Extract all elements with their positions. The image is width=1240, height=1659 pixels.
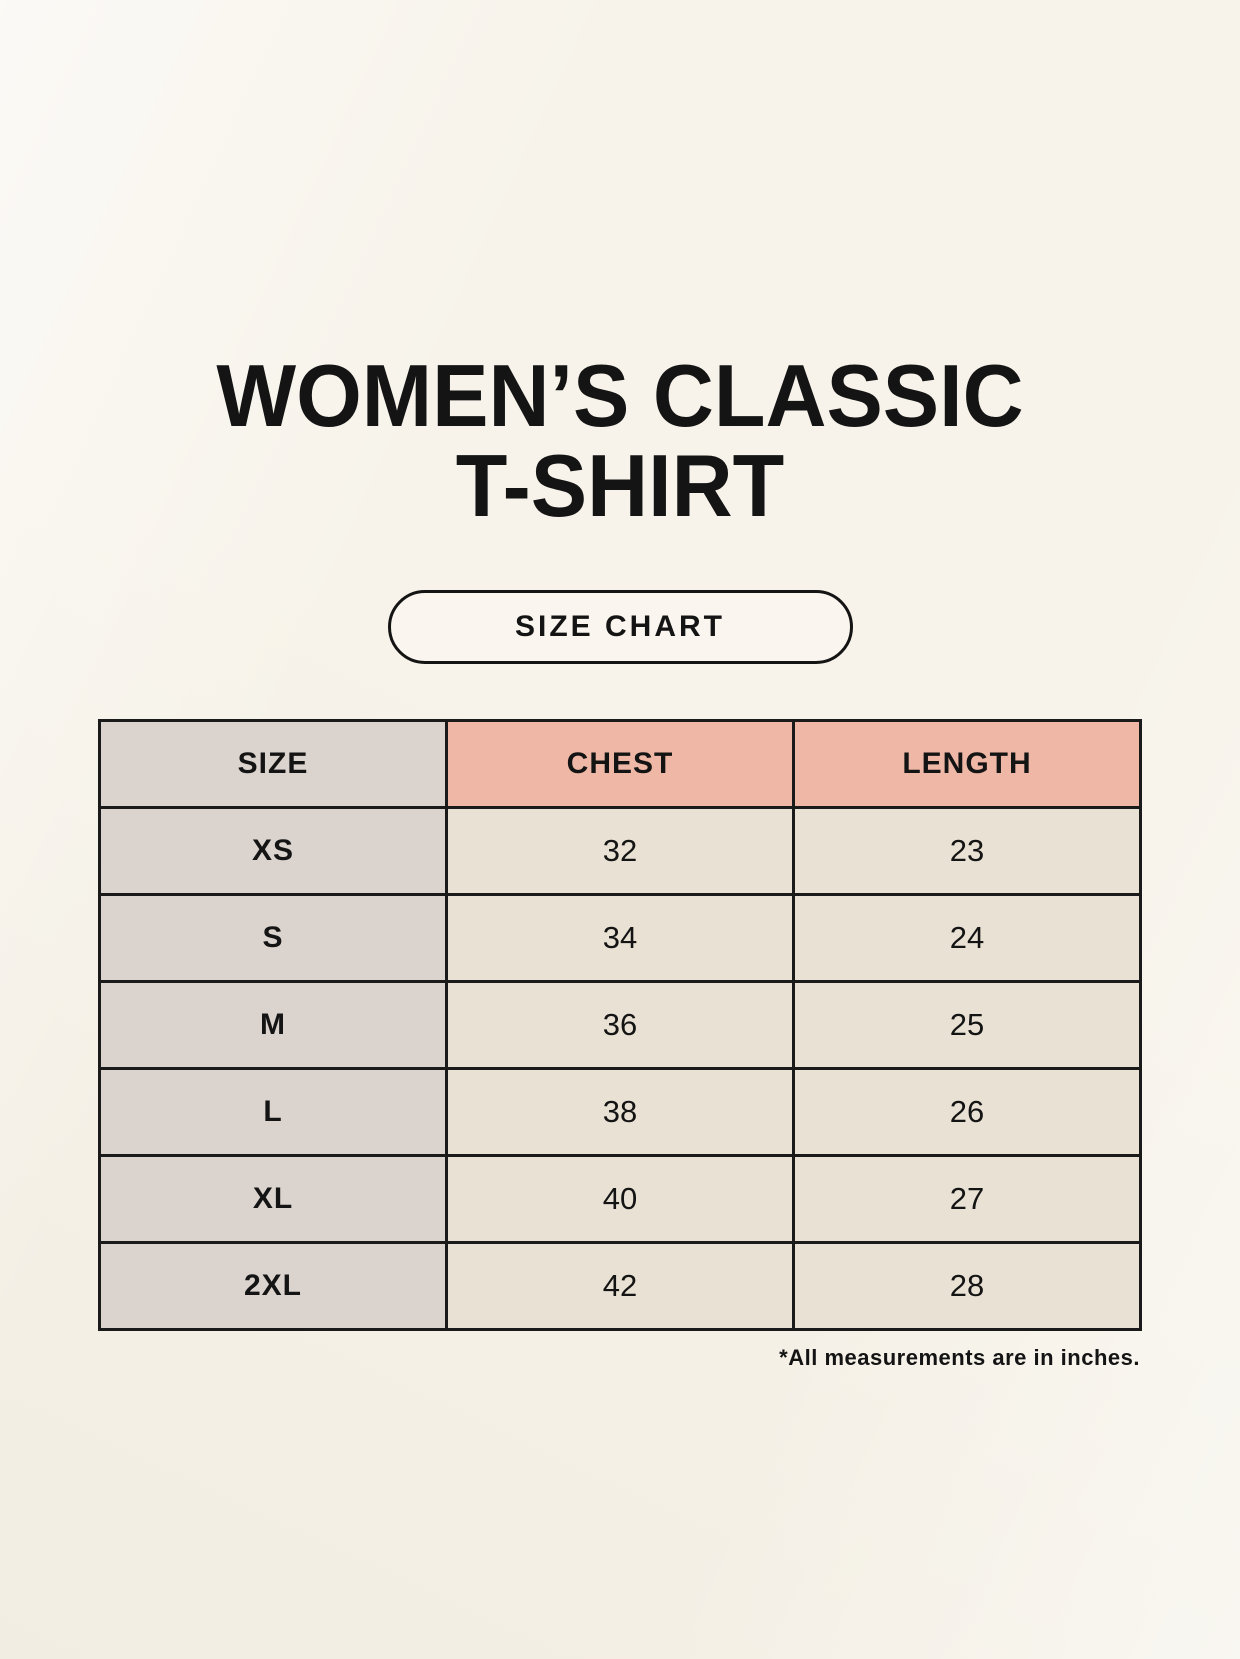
chest-cell: 40 <box>445 1153 795 1244</box>
size-chart-table-container: SIZE CHEST LENGTH XS 32 23 S 34 24 M 36 25 L 38 26 X… <box>98 718 1142 1371</box>
length-cell: 26 <box>792 1066 1142 1157</box>
chest-cell: 34 <box>445 892 795 983</box>
table-row: S 34 24 <box>98 892 1142 983</box>
column-header-size: SIZE <box>98 718 448 809</box>
page-title-line1: WOMEN’S CLASSIC <box>216 345 1024 445</box>
table-row: XL 40 27 <box>98 1153 1142 1244</box>
size-cell: XL <box>98 1153 448 1244</box>
length-cell: 25 <box>792 979 1142 1070</box>
column-header-length: LENGTH <box>792 718 1142 809</box>
length-cell: 23 <box>792 805 1142 896</box>
size-cell: L <box>98 1066 448 1157</box>
chest-cell: 42 <box>445 1240 795 1331</box>
length-cell: 27 <box>792 1153 1142 1244</box>
chest-cell: 32 <box>445 805 795 896</box>
size-chart-button[interactable]: SIZE CHART <box>387 589 853 664</box>
table-row: M 36 25 <box>98 979 1142 1070</box>
column-header-chest: CHEST <box>445 718 795 809</box>
chest-cell: 38 <box>445 1066 795 1157</box>
table-header-row: SIZE CHEST LENGTH <box>98 718 1142 809</box>
measurements-footnote: *All measurements are in inches. <box>779 1344 1140 1370</box>
size-cell: M <box>98 979 448 1070</box>
table-row: XS 32 23 <box>98 805 1142 896</box>
length-cell: 24 <box>792 892 1142 983</box>
table-row: 2XL 42 28 <box>98 1240 1142 1331</box>
chest-cell: 36 <box>445 979 795 1070</box>
size-table-body: XS 32 23 S 34 24 M 36 25 L 38 26 XL 40 27 2XL 42 28 <box>98 805 1142 1331</box>
page-title-line2: T-SHIRT <box>455 435 785 535</box>
size-cell: S <box>98 892 448 983</box>
size-cell: XS <box>98 805 448 896</box>
table-row: L 38 26 <box>98 1066 1142 1157</box>
size-cell: 2XL <box>98 1240 448 1331</box>
page-title: WOMEN’S CLASSIC T-SHIRT <box>25 59 1215 531</box>
size-chart-table: SIZE CHEST LENGTH XS 32 23 S 34 24 M 36 25 L 38 26 X… <box>98 718 1142 1331</box>
length-cell: 28 <box>792 1240 1142 1331</box>
size-chart-button-label: SIZE CHART <box>515 609 725 643</box>
